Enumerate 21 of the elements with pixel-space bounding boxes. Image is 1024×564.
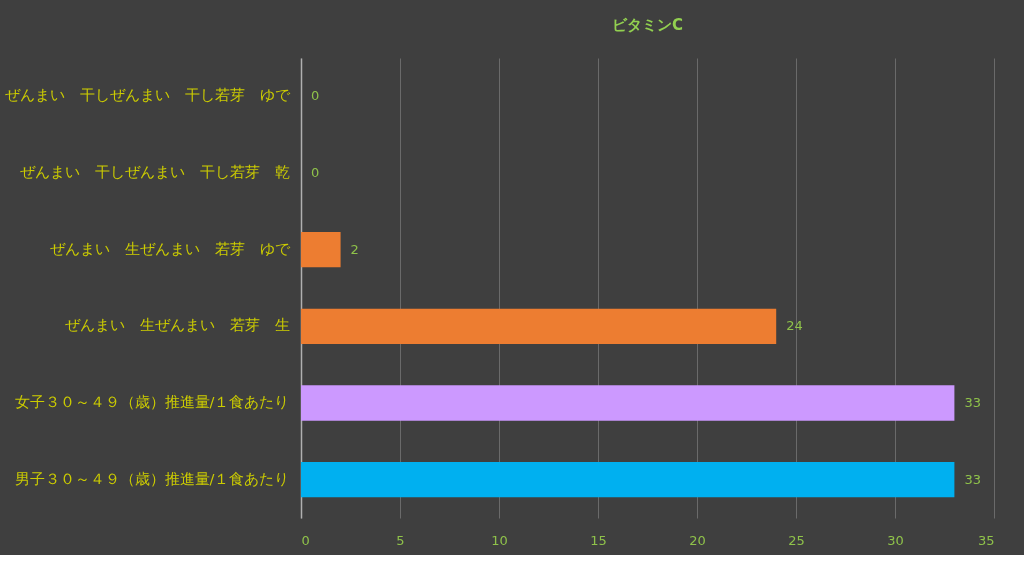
x-tick-label: 0 — [301, 532, 310, 548]
data-label: 33 — [964, 395, 981, 410]
data-label: 0 — [311, 88, 320, 104]
x-tick-label: 30 — [887, 532, 904, 548]
y-tick-label: ぜんまい 干しぜんまい 干し若芽 乾 — [19, 164, 290, 180]
x-tick-label: 10 — [491, 532, 508, 548]
y-tick-label: 男子３０～４９（歳）推進量/１食あたり — [14, 470, 290, 487]
x-tick-label: 15 — [590, 532, 607, 548]
y-tick-label: ぜんまい 生ぜんまい 若芽 ゆで — [49, 240, 291, 257]
y-tick-label: ぜんまい 生ぜんまい 若芽 生 — [64, 317, 290, 334]
y-tick-label: ぜんまい 干しぜんまい 干し若芽 ゆで — [4, 87, 291, 104]
data-label: 24 — [786, 318, 803, 334]
x-tick-label: 5 — [396, 532, 405, 548]
x-tick-label: 35 — [977, 532, 995, 548]
data-label: 2 — [350, 241, 359, 257]
data-label: 33 — [964, 471, 981, 487]
y-tick-label: 女子３０～４９（歳）推進量/１食あたり — [14, 394, 290, 410]
chart-title: ビタミンC — [611, 16, 684, 34]
data-label: 0 — [311, 165, 320, 180]
x-tick-label: 20 — [689, 532, 706, 548]
x-tick-label: 25 — [788, 532, 805, 548]
